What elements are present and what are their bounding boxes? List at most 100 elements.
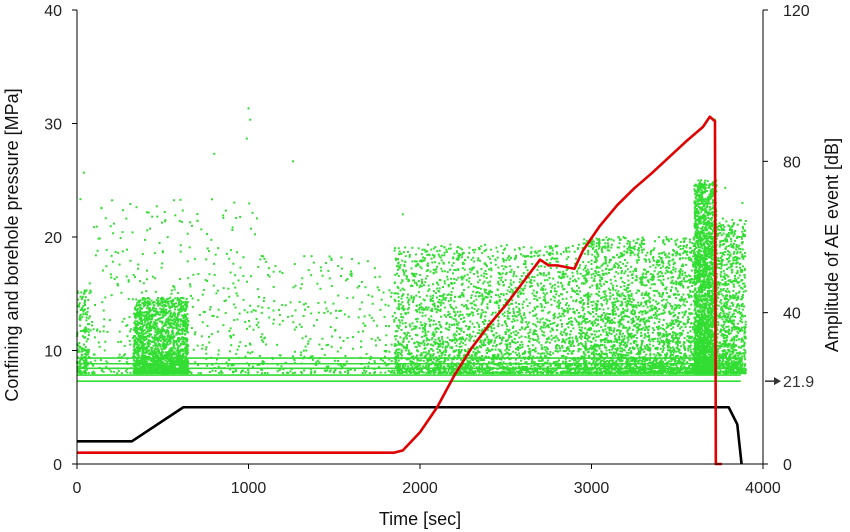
ae-event-point	[340, 267, 343, 270]
ae-event-point	[397, 296, 400, 299]
ae-event-point	[393, 344, 396, 347]
ae-event-point	[481, 363, 484, 366]
ae-event-point	[208, 335, 211, 338]
ae-event-point	[145, 364, 148, 367]
ae-event-point	[417, 368, 420, 371]
ae-event-point	[425, 269, 428, 272]
ae-event-point	[563, 339, 566, 342]
ae-event-point	[436, 287, 439, 290]
ae-event-point	[138, 301, 141, 304]
ae-event-point	[159, 334, 162, 337]
ae-event-point	[416, 310, 419, 313]
ae-event-point	[397, 354, 400, 357]
ae-event-point	[135, 326, 138, 329]
ae-event-point	[154, 310, 157, 313]
ae-event-point	[153, 365, 156, 368]
ae-event-point	[155, 372, 158, 375]
ae-event-point	[533, 294, 536, 297]
ae-event-point	[235, 216, 238, 219]
ae-event-point	[390, 343, 393, 346]
ae-event-point	[473, 348, 476, 351]
ae-event-point	[494, 345, 497, 348]
ae-event-point	[178, 369, 181, 372]
ae-event-point	[338, 310, 341, 313]
ae-event-point	[467, 286, 470, 289]
ae-event-point	[396, 325, 399, 328]
ae-event-point	[342, 339, 345, 342]
ae-event-point	[108, 319, 111, 322]
ae-event-point	[165, 370, 168, 373]
ae-event-point	[388, 289, 391, 292]
ae-event-point	[440, 295, 443, 298]
ae-event-point	[76, 355, 79, 358]
ae-event-point	[192, 348, 195, 351]
ae-event-point	[423, 347, 426, 350]
ae-event-point	[339, 371, 342, 374]
ae-event-point	[390, 371, 393, 374]
ae-event-point	[168, 315, 171, 318]
ae-event-point	[168, 354, 171, 357]
ae-event-point	[257, 305, 260, 308]
ae-event-point	[418, 311, 421, 314]
ae-event-point	[158, 330, 161, 333]
ae-event-point	[572, 311, 575, 314]
ae-event-point	[405, 333, 408, 336]
ae-event-point	[521, 279, 524, 282]
ae-event-point	[155, 323, 158, 326]
ae-event-point	[473, 307, 476, 310]
ae-event-point	[553, 336, 556, 339]
ae-event-point	[162, 297, 165, 300]
ae-event-point	[328, 255, 331, 258]
ae-event-point	[466, 365, 469, 368]
ae-event-point	[147, 349, 150, 352]
ae-event-point	[173, 318, 176, 321]
ae-event-point	[277, 308, 280, 311]
ae-event-point	[135, 346, 138, 349]
ae-event-point	[129, 328, 132, 331]
ae-event-point	[467, 328, 470, 331]
ae-event-point	[396, 368, 399, 371]
ae-event-point	[186, 343, 189, 346]
ae-event-point	[579, 314, 582, 317]
ae-event-point	[133, 359, 136, 362]
ae-event-point	[265, 343, 268, 346]
ae-event-point	[413, 363, 416, 366]
ae-event-point	[438, 343, 441, 346]
ae-event-point	[468, 335, 471, 338]
ae-event-point	[407, 365, 410, 368]
ae-event-point	[541, 317, 544, 320]
ae-event-point	[473, 272, 476, 275]
ae-event-point	[509, 372, 512, 375]
ae-event-point	[154, 336, 157, 339]
ae-event-point	[178, 366, 181, 369]
ae-event-point	[132, 355, 135, 358]
ae-event-point	[573, 312, 576, 315]
ae-event-point	[459, 370, 462, 373]
ae-event-point	[181, 333, 184, 336]
ae-event-point	[142, 364, 145, 367]
ae-event-point	[414, 356, 417, 359]
ae-event-point	[578, 332, 581, 335]
ae-event-point	[83, 308, 86, 311]
ae-event-point	[550, 327, 553, 330]
ae-event-point	[508, 258, 511, 261]
ae-event-point	[349, 368, 352, 371]
ae-event-point	[157, 349, 160, 352]
ae-event-point	[576, 309, 579, 312]
ae-event-point	[416, 320, 419, 323]
ae-event-point	[497, 280, 500, 283]
ae-event-point	[550, 303, 553, 306]
ae-event-point	[91, 371, 94, 374]
ae-event-point	[171, 349, 174, 352]
ae-event-point	[476, 349, 479, 352]
ae-event-point	[460, 256, 463, 259]
ae-event-point	[173, 353, 176, 356]
ae-event-point	[86, 348, 89, 351]
ae-event-point	[570, 320, 573, 323]
ae-event-point	[134, 340, 137, 343]
ae-event-point	[178, 302, 181, 305]
ae-event-point	[398, 250, 401, 253]
ae-event-point	[490, 295, 493, 298]
ae-event-point	[562, 273, 565, 276]
ae-event-point	[463, 268, 466, 271]
